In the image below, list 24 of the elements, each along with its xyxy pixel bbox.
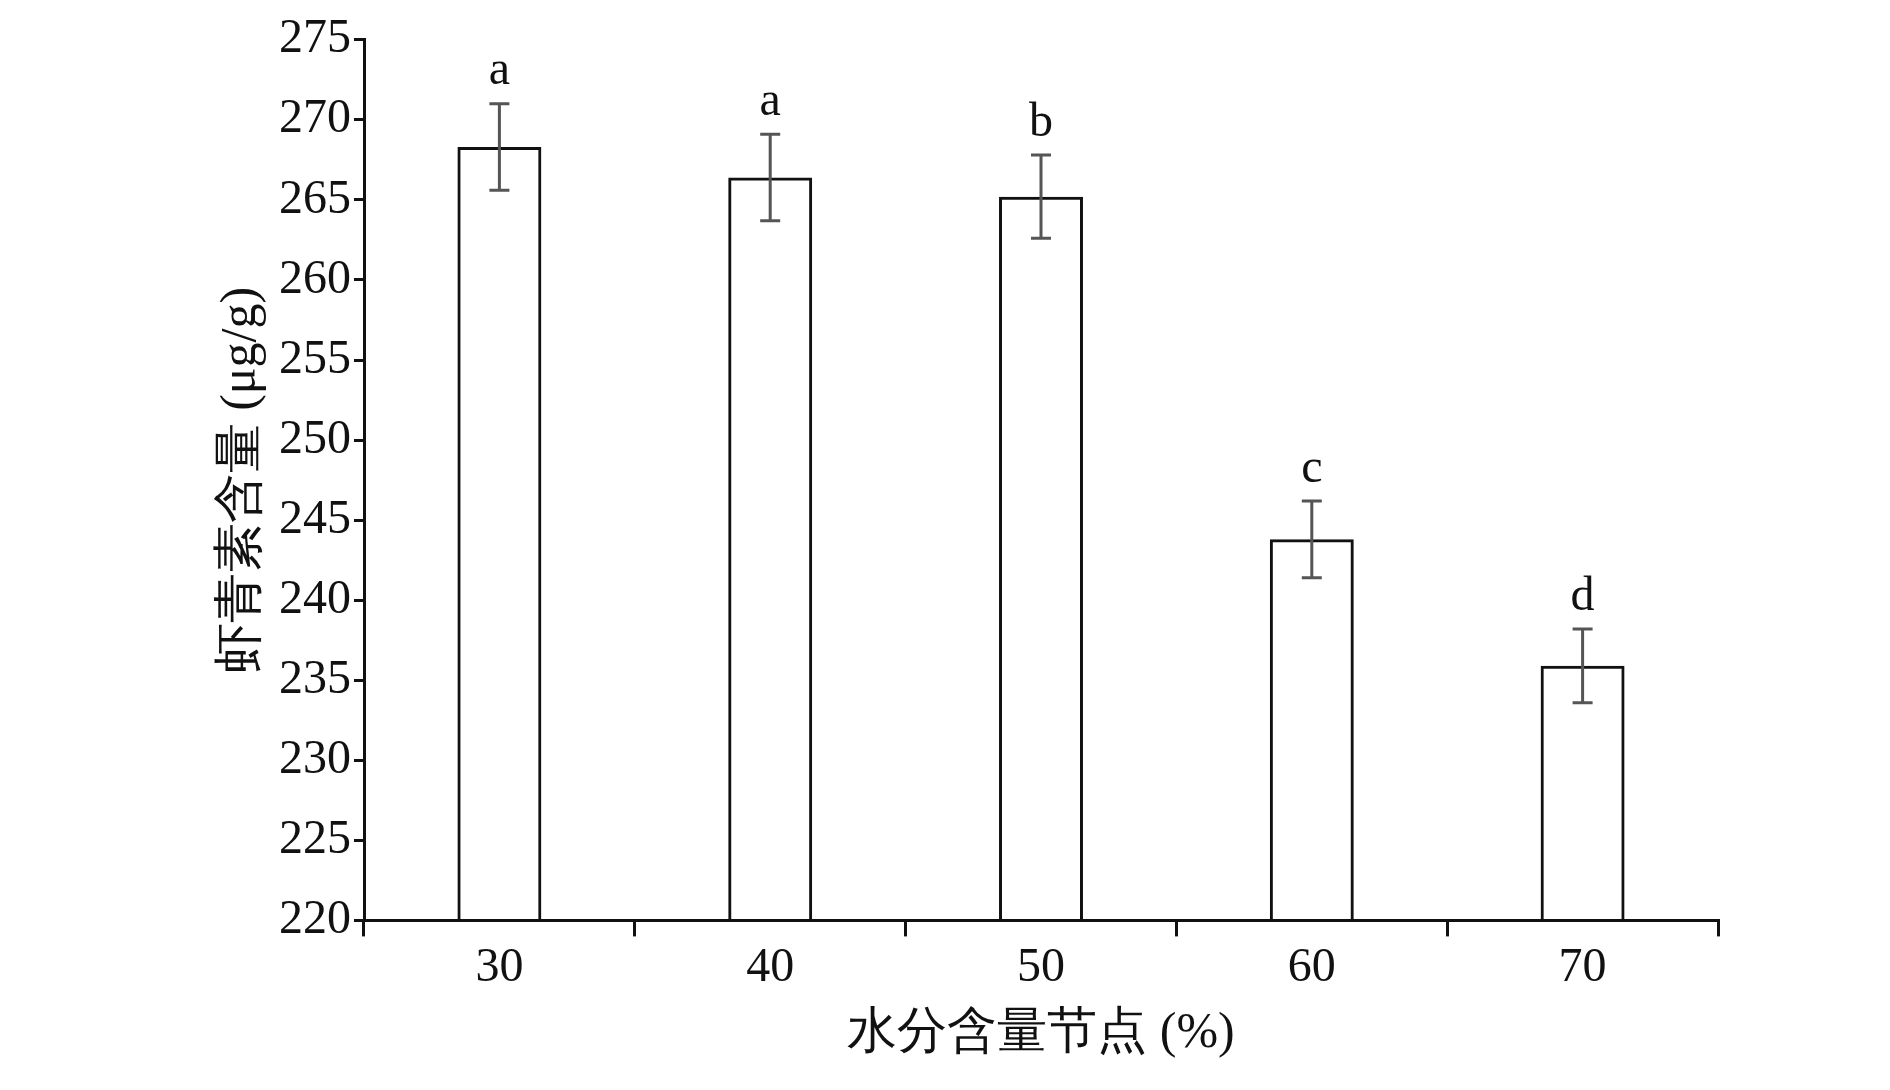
y-tick-label: 255 — [279, 329, 351, 383]
x-axis-title: 水分含量节点 (%) — [847, 1002, 1235, 1059]
y-tick-label: 230 — [279, 729, 351, 783]
y-tick-label: 275 — [279, 9, 351, 63]
y-tick-label: 250 — [279, 409, 351, 463]
x-tick-label: 50 — [1017, 937, 1065, 991]
y-tick-label: 240 — [279, 569, 351, 623]
annotation: c — [1301, 438, 1323, 492]
y-tick-label: 245 — [279, 489, 351, 543]
y-tick-label: 260 — [279, 249, 351, 303]
annotation: b — [1029, 92, 1053, 146]
y-axis-title: 虾青素含量 (μg/g) — [210, 286, 267, 674]
x-tick-label: 40 — [746, 937, 795, 991]
annotation: a — [759, 71, 781, 125]
x-tick-label: 30 — [475, 937, 524, 991]
x-tick-label: 70 — [1558, 937, 1607, 991]
annotation: d — [1570, 566, 1595, 620]
y-tick-label: 270 — [279, 89, 351, 143]
x-tick-label: 60 — [1287, 937, 1336, 991]
y-tick-label: 225 — [279, 809, 351, 863]
y-tick-label: 220 — [279, 890, 351, 944]
y-tick-label: 235 — [279, 649, 351, 703]
y-tick-label: 265 — [279, 169, 351, 223]
annotation: a — [488, 41, 511, 95]
